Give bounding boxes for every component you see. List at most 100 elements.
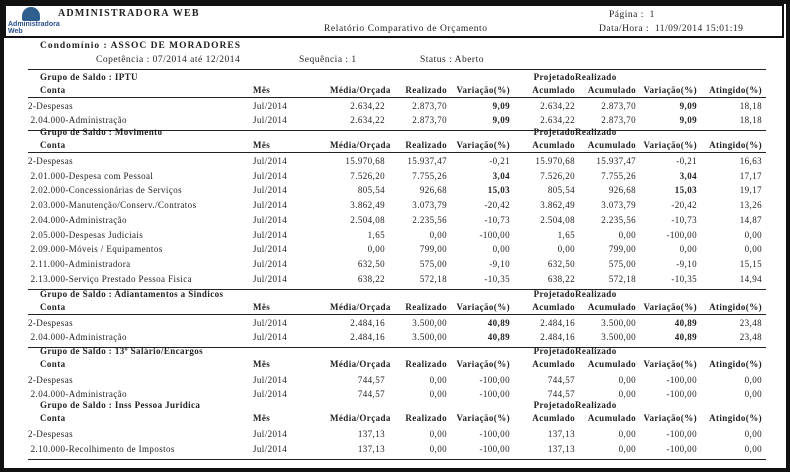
column-header-realizado-acumulado-1: Realizado xyxy=(575,127,617,137)
cell-mes: Jul/2014 xyxy=(253,443,288,454)
cell-realizado: 926,68 xyxy=(419,185,447,196)
cell-variacao-acumulada: -0,21 xyxy=(676,156,697,166)
cell-realizado: 572,18 xyxy=(419,273,447,284)
column-header-acumulado: Acumlado xyxy=(532,413,575,423)
cell-mes: Jul/2014 xyxy=(253,244,288,255)
cell-conta: 2.04.000-Administração xyxy=(28,115,127,126)
cell-mes: Jul/2014 xyxy=(253,273,288,284)
cell-projetado-acumulado: 2.484,16 xyxy=(540,318,575,328)
cell-variacao-acumulada: -100,00 xyxy=(666,229,697,240)
cell-media: 1,65 xyxy=(367,229,385,240)
column-header-realizado-acumulado-1: Realizado xyxy=(575,346,617,356)
cell-realizado: 15.937,47 xyxy=(407,156,447,166)
report-title: Relatório Comparativo de Orçamento xyxy=(324,24,488,34)
cell-realizado-acumulado: 3.500,00 xyxy=(601,318,636,328)
cell-mes: Jul/2014 xyxy=(253,389,288,400)
column-header-conta: Conta xyxy=(40,302,66,312)
page-value: 1 xyxy=(649,10,655,20)
page-label: Página : xyxy=(609,10,644,20)
cell-realizado-acumulado: 799,00 xyxy=(608,244,636,255)
cell-conta: 2-Despesas xyxy=(28,429,73,439)
cell-projetado-acumulado: 638,22 xyxy=(547,273,575,284)
cell-projetado-acumulado: 2.634,22 xyxy=(540,101,575,111)
cell-atingido: 18,18 xyxy=(739,115,762,126)
cell-variacao-acumulada: 40,89 xyxy=(674,318,697,328)
report-header: Administradora Web ADMINISTRADORA WEB Re… xyxy=(4,4,784,38)
column-header-realizado: Realizado xyxy=(405,140,447,150)
cell-mes: Jul/2014 xyxy=(253,170,288,181)
group-divider xyxy=(28,459,766,460)
cell-media: 3.862,49 xyxy=(350,200,385,211)
cell-variacao: 0,00 xyxy=(492,244,510,255)
cell-variacao-acumulada: 9,09 xyxy=(679,101,697,111)
column-header-variacao: Variação(%) xyxy=(456,359,510,369)
column-header-conta: Conta xyxy=(40,85,66,95)
cell-mes: Jul/2014 xyxy=(253,214,288,225)
cell-projetado-acumulado: 2.484,16 xyxy=(540,332,575,343)
cell-realizado-acumulado: 0,00 xyxy=(618,389,636,400)
cell-realizado: 3.500,00 xyxy=(412,318,447,328)
column-header-media: Média/Orçada xyxy=(330,85,391,95)
column-header-mes: Mês xyxy=(253,359,271,369)
column-header-acumulado: Acumlado xyxy=(532,359,575,369)
datetime: Data/Hora : 11/09/2014 15:01:19 xyxy=(599,24,743,34)
cell-variacao-acumulada: -9,10 xyxy=(676,258,697,269)
cell-mes: Jul/2014 xyxy=(253,185,288,196)
status: Status : Aberto xyxy=(420,55,484,65)
cell-mes: Jul/2014 xyxy=(253,332,288,343)
column-header-variacao: Variação(%) xyxy=(456,302,510,312)
group-title: Grupo de Saldo : 13º Salário/Encargos xyxy=(40,346,204,356)
cell-atingido: 0,00 xyxy=(744,429,762,439)
cell-variacao: -0,21 xyxy=(489,156,510,166)
cell-realizado: 3.500,00 xyxy=(412,332,447,343)
cell-realizado: 0,00 xyxy=(429,229,447,240)
column-header-atingido: Atingido(%) xyxy=(709,359,762,369)
cell-variacao-acumulada: 40,89 xyxy=(674,332,697,343)
cell-variacao: 40,89 xyxy=(487,332,510,343)
cell-realizado: 0,00 xyxy=(429,429,447,439)
cell-variacao-acumulada: -100,00 xyxy=(666,389,697,400)
cell-atingido: 19,17 xyxy=(739,185,762,196)
column-header-mes: Mês xyxy=(253,85,271,95)
cell-realizado-acumulado: 926,68 xyxy=(608,185,636,196)
cell-realizado: 2.873,70 xyxy=(412,101,447,111)
cell-projetado-acumulado: 2.504,08 xyxy=(540,214,575,225)
cell-mes: Jul/2014 xyxy=(253,115,288,126)
column-header-projetado: Projetado xyxy=(533,289,575,299)
divider xyxy=(28,69,766,70)
cell-variacao: -10,73 xyxy=(484,214,510,225)
house-icon xyxy=(22,7,49,21)
cell-conta: 2.13.000-Serviço Prestado Pessoa Fisica xyxy=(28,273,192,284)
column-header-realizado-acumulado-2: Acumulado xyxy=(587,413,636,423)
cell-realizado-acumulado: 0,00 xyxy=(618,443,636,454)
cell-conta: 2.11.000-Administradora xyxy=(28,258,131,269)
cell-variacao: -100,00 xyxy=(479,429,510,439)
cell-atingido: 16,63 xyxy=(739,156,762,166)
condominio-label: Condomínio : xyxy=(40,41,108,51)
cell-media: 744,57 xyxy=(357,375,385,385)
column-header-variacao: Variação(%) xyxy=(456,140,510,150)
column-header-realizado: Realizado xyxy=(405,85,447,95)
cell-mes: Jul/2014 xyxy=(253,375,288,385)
cell-realizado-acumulado: 3.073,79 xyxy=(601,200,636,211)
logo-text: Administradora Web xyxy=(8,21,60,35)
group-title: Grupo de Saldo : Adiantamentos a Sindico… xyxy=(40,289,224,299)
column-header-acumulado: Acumlado xyxy=(532,85,575,95)
sequencia: Sequência : 1 xyxy=(299,55,357,65)
cell-projetado-acumulado: 2.634,22 xyxy=(540,115,575,126)
group-title: Grupo de Saldo : Movimento xyxy=(40,127,163,137)
cell-realizado: 2.235,56 xyxy=(412,214,447,225)
column-header-projetado: Projetado xyxy=(533,400,575,410)
cell-variacao-acumulada: -100,00 xyxy=(666,429,697,439)
group-title: Grupo de Saldo : IPTU xyxy=(40,72,138,82)
cell-variacao: -100,00 xyxy=(479,375,510,385)
column-header-media: Média/Orçada xyxy=(330,413,391,423)
column-header-realizado: Realizado xyxy=(405,359,447,369)
cell-variacao: 9,09 xyxy=(492,101,510,111)
cell-variacao: 15,03 xyxy=(487,185,510,196)
column-header-variacao: Variação(%) xyxy=(456,413,510,423)
column-header-conta: Conta xyxy=(40,140,66,150)
cell-atingido: 14,87 xyxy=(739,214,762,225)
cell-mes: Jul/2014 xyxy=(253,229,288,240)
column-header-variacao-acumulada: Variação(%) xyxy=(643,140,697,150)
